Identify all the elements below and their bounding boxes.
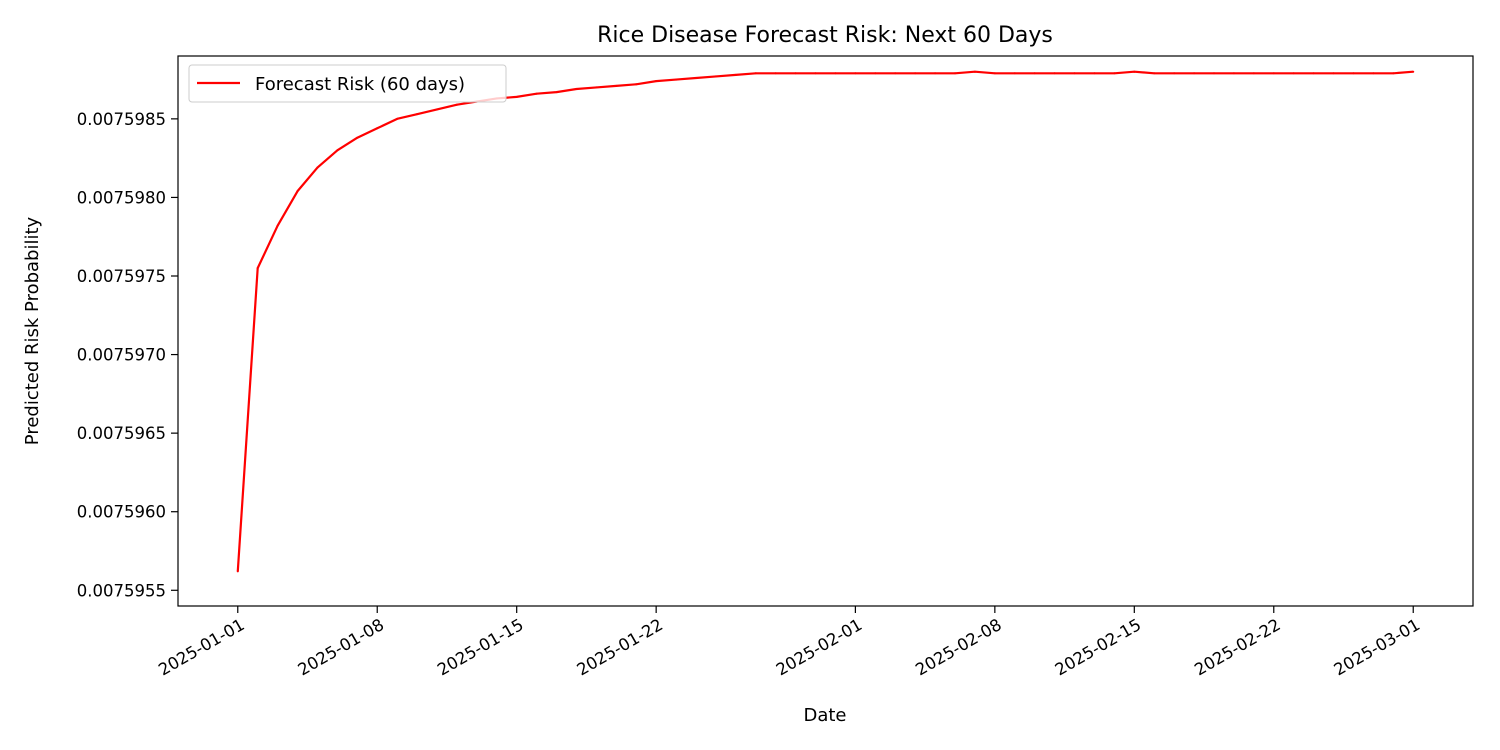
data-point xyxy=(1252,72,1255,75)
data-point xyxy=(1232,72,1235,75)
data-point xyxy=(276,224,279,227)
data-point xyxy=(894,72,897,75)
x-tick-label: 2025-02-22 xyxy=(1191,615,1284,679)
data-point xyxy=(973,70,976,73)
plot-frame xyxy=(177,55,1474,607)
data-point xyxy=(754,72,757,75)
y-tick-label: 0.0075985 xyxy=(77,110,166,129)
data-point xyxy=(814,72,817,75)
y-axis-label: Predicted Risk Probability xyxy=(22,216,43,445)
data-point xyxy=(1113,72,1116,75)
data-point xyxy=(675,78,678,81)
y-axis-ticks: 0.0075955 0.0075960 0.0075965 0.0075970 0.00… xyxy=(77,110,178,600)
data-point xyxy=(1213,72,1215,75)
y-tick-label: 0.0075980 xyxy=(77,188,166,207)
plot-background xyxy=(178,56,1473,606)
data-point xyxy=(993,72,996,75)
data-point xyxy=(356,136,359,139)
data-point xyxy=(1033,72,1036,75)
x-tick-label: 2025-02-08 xyxy=(912,615,1005,679)
data-point xyxy=(934,72,937,75)
data-point xyxy=(1392,72,1395,75)
data-point xyxy=(1073,72,1076,75)
data-point xyxy=(655,80,658,83)
data-point xyxy=(1053,72,1056,75)
y-tick-label: 0.0075960 xyxy=(77,503,166,522)
data-point xyxy=(436,108,438,111)
data-point xyxy=(615,84,618,87)
data-point xyxy=(1193,72,1196,75)
data-point xyxy=(714,75,717,78)
data-point xyxy=(1412,70,1415,73)
data-point xyxy=(416,113,419,116)
y-tick-label: 0.0075955 xyxy=(77,581,166,600)
x-tick-label: 2025-01-22 xyxy=(574,615,667,679)
data-point xyxy=(1352,72,1355,75)
legend: Forecast Risk (60 days) xyxy=(188,64,507,103)
data-point xyxy=(635,83,638,86)
data-point xyxy=(555,91,558,94)
x-tick-label: 2025-03-01 xyxy=(1331,615,1424,679)
x-axis-label: Date xyxy=(803,705,846,726)
data-point xyxy=(1093,72,1096,75)
data-point xyxy=(1372,72,1375,75)
data-point xyxy=(1332,72,1335,75)
x-axis-ticks: 2025-01-01 2025-01-08 2025-01-15 2025-01-22… xyxy=(155,606,1423,679)
data-point xyxy=(874,72,877,75)
x-tick-label: 2025-01-08 xyxy=(295,615,388,679)
data-point xyxy=(296,190,299,193)
data-point xyxy=(1292,72,1295,75)
y-tick-label: 0.0075975 xyxy=(77,267,166,286)
y-tick-label: 0.0075970 xyxy=(77,346,166,365)
data-point xyxy=(455,103,458,106)
data-point xyxy=(734,73,737,76)
data-point xyxy=(914,72,917,75)
data-point xyxy=(595,86,598,89)
data-point xyxy=(1173,72,1176,75)
data-point xyxy=(1133,70,1136,73)
data-point xyxy=(575,88,578,90)
data-point xyxy=(954,72,956,75)
x-tick-label: 2025-01-01 xyxy=(155,615,248,679)
data-point xyxy=(535,92,538,95)
data-point xyxy=(1312,72,1315,75)
data-point xyxy=(1272,72,1275,75)
series-line xyxy=(236,70,1414,572)
data-point xyxy=(236,570,239,573)
data-point xyxy=(1013,72,1016,75)
plot-area: 0.0075955 0.0075960 0.0075965 0.0075970 0.00… xyxy=(77,55,1474,679)
y-tick-label: 0.0075965 xyxy=(77,424,166,443)
data-point xyxy=(1153,72,1156,75)
data-point xyxy=(316,166,319,169)
data-point xyxy=(834,72,837,75)
data-point xyxy=(515,95,518,98)
legend-label: Forecast Risk (60 days) xyxy=(255,74,465,95)
data-point xyxy=(854,72,857,75)
data-point xyxy=(774,72,777,75)
data-point xyxy=(256,267,259,270)
data-point xyxy=(695,77,697,79)
legend-frame xyxy=(188,64,507,103)
data-point xyxy=(336,149,339,152)
x-tick-label: 2025-01-15 xyxy=(434,615,527,679)
x-tick-label: 2025-02-01 xyxy=(773,615,866,679)
data-point xyxy=(376,127,379,130)
chart-title: Rice Disease Forecast Risk: Next 60 Days xyxy=(597,23,1053,48)
data-point xyxy=(794,72,797,75)
data-point xyxy=(396,117,399,120)
x-tick-label: 2025-02-15 xyxy=(1052,615,1145,679)
